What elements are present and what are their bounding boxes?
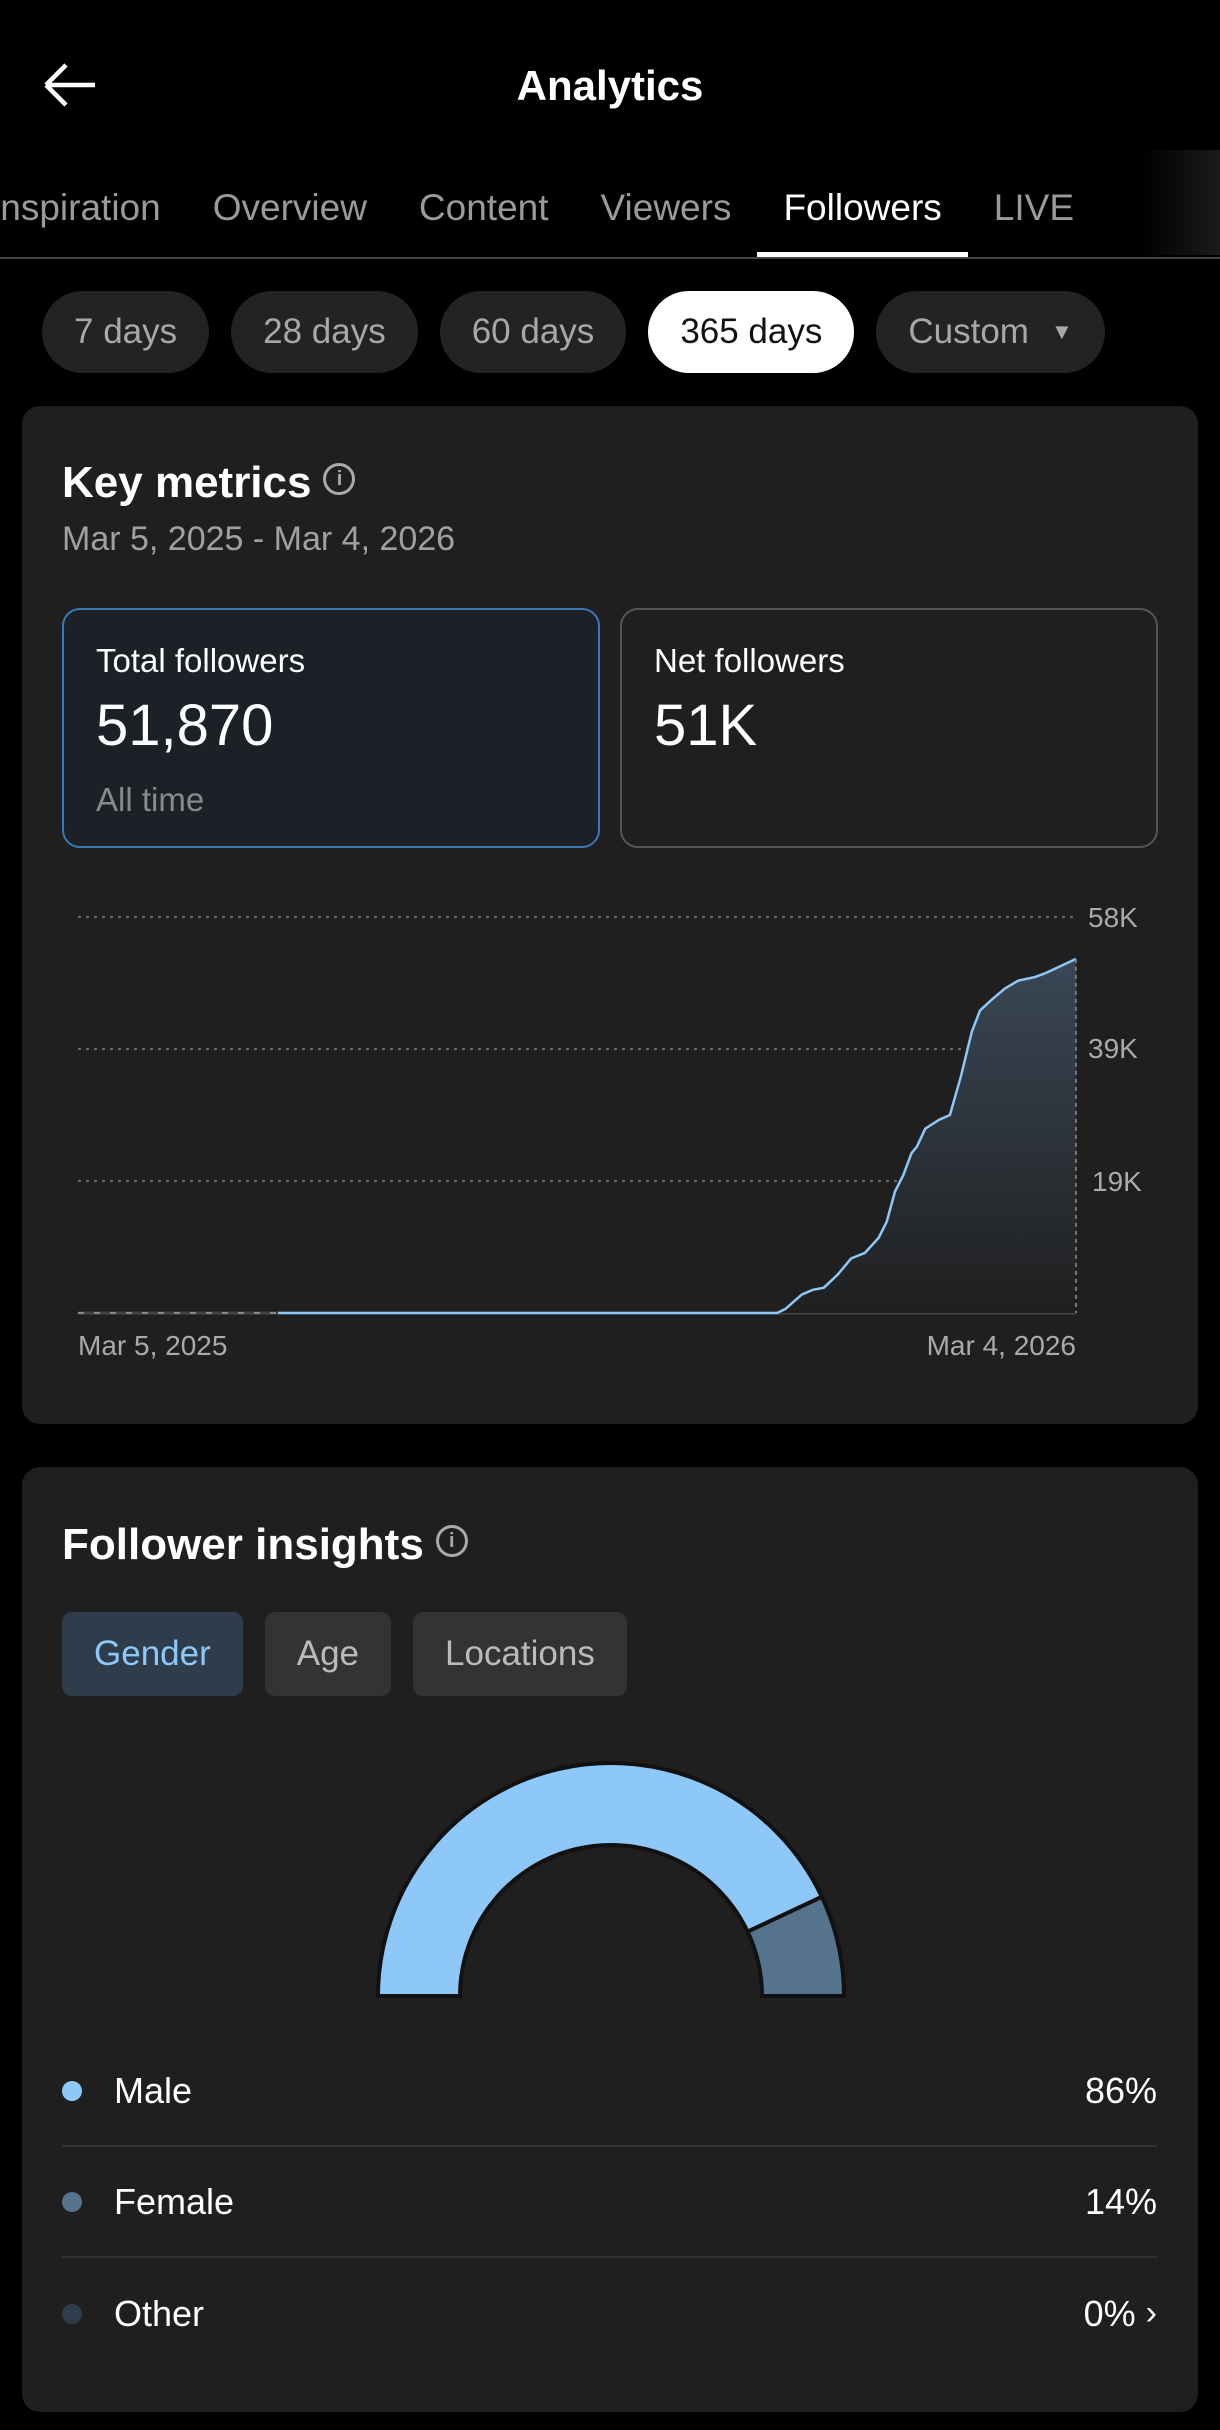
chevron-right-icon: › — [1145, 2294, 1157, 2332]
legend-label: Male — [114, 2069, 193, 2111]
arrow-left-icon — [44, 63, 95, 107]
range-custom[interactable]: Custom ▼ — [876, 291, 1105, 373]
other-dot — [62, 2303, 82, 2324]
metric-sublabel: All time — [96, 781, 205, 818]
legend-label: Female — [114, 2180, 235, 2222]
y-tick-label: 39K — [1088, 1033, 1138, 1064]
donut-slice-female[interactable] — [744, 1894, 847, 1998]
range-365-days[interactable]: 365 days — [648, 291, 855, 373]
follower-insights-title: Follower insights i — [62, 1520, 468, 1570]
key-metrics-title-text: Key metrics — [62, 458, 312, 507]
net-followers-metric[interactable]: Net followers 51K — [620, 608, 1158, 848]
series-area — [278, 958, 1077, 1313]
page-title: Analytics — [516, 62, 704, 109]
followers-chart: 58K 39K 19K Mar 5, 2025 Mar 4, 2026 — [78, 902, 1142, 1361]
series-line — [278, 957, 1077, 1315]
info-icon[interactable]: i — [323, 463, 356, 496]
date-range-selector: 7 days 28 days 60 days 365 days Custom ▼ — [42, 291, 1105, 373]
tab-content[interactable]: Content — [418, 187, 549, 228]
tab-live[interactable]: LIVE — [993, 187, 1074, 228]
tabs-divider — [0, 257, 1220, 259]
analytics-tabs: Inspiration Overview Content Viewers Fol… — [0, 180, 1100, 260]
x-tick-label: Mar 4, 2026 — [927, 1330, 1076, 1361]
legend-value: 86% — [1084, 2069, 1157, 2111]
metric-label: Total followers — [96, 642, 306, 679]
insight-tabs: Gender Age Locations — [62, 1612, 627, 1696]
tab-inspiration[interactable]: Inspiration — [0, 187, 161, 228]
caret-down-icon: ▼ — [1050, 319, 1073, 344]
tab-viewers[interactable]: Viewers — [600, 187, 732, 228]
legend-row-female[interactable]: Female 14% — [62, 2147, 1157, 2258]
male-dot — [62, 2080, 82, 2101]
legend-row-male[interactable]: Male 86% — [62, 2036, 1157, 2147]
tab-overview[interactable]: Overview — [212, 187, 367, 228]
range-7-days[interactable]: 7 days — [42, 291, 210, 373]
tab-gender[interactable]: Gender — [62, 1612, 243, 1696]
back-button[interactable] — [40, 55, 110, 125]
metric-value: 51,870 — [96, 693, 274, 758]
total-followers-metric[interactable]: Total followers 51,870 All time — [62, 608, 600, 848]
legend-label: Other — [114, 2292, 205, 2334]
tab-locations[interactable]: Locations — [413, 1612, 627, 1696]
info-icon[interactable]: i — [435, 1525, 468, 1558]
range-28-days[interactable]: 28 days — [231, 291, 418, 373]
y-tick-label: 58K — [1088, 902, 1138, 933]
tab-followers[interactable]: Followers — [757, 180, 969, 260]
gender-half-donut — [375, 1761, 847, 1998]
legend-row-other[interactable]: Other 0% › — [62, 2258, 1157, 2369]
tabs-scroll-fade — [1140, 150, 1220, 255]
key-metrics-title: Key metrics i — [62, 458, 356, 508]
x-tick-label: Mar 5, 2025 — [78, 1330, 227, 1361]
gender-legend: Male 86% Female 14% Other 0% › — [62, 2036, 1157, 2369]
tab-age[interactable]: Age — [264, 1612, 392, 1696]
range-60-days[interactable]: 60 days — [439, 291, 627, 373]
y-tick-label: 19K — [1092, 1166, 1142, 1197]
custom-label: Custom — [908, 312, 1029, 351]
insights-title-text: Follower insights — [62, 1520, 424, 1569]
metric-value: 51K — [654, 693, 758, 758]
donut-slice-male[interactable] — [375, 1761, 825, 1998]
metric-label: Net followers — [654, 642, 845, 679]
female-dot — [62, 2191, 82, 2212]
legend-value: 14% — [1084, 2180, 1157, 2222]
legend-value: 0% — [1083, 2292, 1136, 2334]
date-range-label: Mar 5, 2025 - Mar 4, 2026 — [62, 520, 456, 558]
